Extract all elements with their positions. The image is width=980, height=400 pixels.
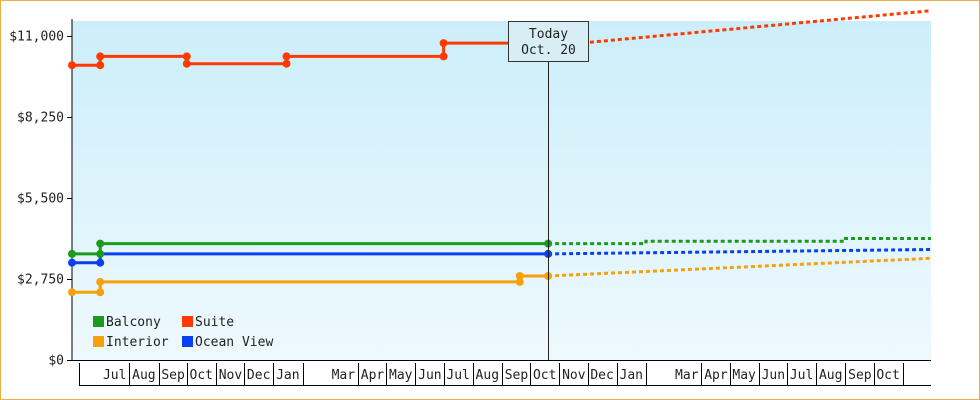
y-tick-label: $0 xyxy=(48,354,64,369)
projection-line-balcony xyxy=(548,237,931,246)
data-point-suite[interactable] xyxy=(439,52,448,61)
today-date: Oct. 20 xyxy=(521,43,576,58)
series-line-ocean-view xyxy=(72,252,549,265)
y-tick-label: $11,000 xyxy=(9,30,64,45)
data-point-interior[interactable] xyxy=(515,277,524,286)
x-tick-label: Nov xyxy=(219,368,243,383)
x-tick-label: Jul xyxy=(446,368,469,383)
x-tick-label: Jul xyxy=(790,368,813,383)
x-tick-label: Nov xyxy=(562,368,586,383)
legend-label-suite[interactable]: Suite xyxy=(195,315,234,330)
legend-label-ocean-view[interactable]: Ocean View xyxy=(195,335,273,350)
x-tick-label: Jul xyxy=(103,368,126,383)
data-point-suite[interactable] xyxy=(68,61,76,70)
data-point-ocean-view[interactable] xyxy=(96,258,105,267)
x-tick-label: Aug xyxy=(476,368,499,383)
x-tick-label: Oct xyxy=(876,368,899,383)
data-point-suite[interactable] xyxy=(96,61,105,70)
data-point-interior[interactable] xyxy=(68,288,76,297)
x-tick-label: Mar xyxy=(332,368,356,383)
legend-swatch-ocean-view[interactable] xyxy=(182,336,193,347)
projection-line-ocean-view xyxy=(548,248,932,256)
data-point-suite[interactable] xyxy=(182,59,191,68)
x-tick-label: Oct xyxy=(533,368,556,383)
data-point-balcony[interactable] xyxy=(96,239,105,248)
y-tick-label: $2,750 xyxy=(17,273,64,288)
legend-swatch-balcony[interactable] xyxy=(93,316,104,327)
x-tick-label: Oct xyxy=(190,368,213,383)
x-tick-label: Sep xyxy=(848,368,872,383)
data-point-interior[interactable] xyxy=(515,272,524,280)
legend-swatch-interior[interactable] xyxy=(93,336,104,347)
x-tick-label: Apr xyxy=(704,368,728,383)
legend-label-balcony[interactable]: Balcony xyxy=(106,315,161,330)
x-tick-label: May xyxy=(732,368,756,383)
data-point-suite[interactable] xyxy=(439,39,448,48)
x-tick-label: Dec xyxy=(590,368,613,383)
x-tick-label: Apr xyxy=(361,368,385,383)
x-tick-label: Aug xyxy=(132,368,155,383)
x-tick-label: Aug xyxy=(819,368,842,383)
x-tick-label: Jan xyxy=(620,368,643,383)
projection-line-suite xyxy=(547,9,932,48)
y-tick-label: $5,500 xyxy=(17,192,64,207)
today-callout xyxy=(508,21,589,62)
data-point-balcony[interactable] xyxy=(68,249,76,258)
data-point-balcony[interactable] xyxy=(96,249,105,258)
legend-swatch-suite[interactable] xyxy=(182,316,193,327)
x-tick-label: Sep xyxy=(505,368,529,383)
x-tick-label: Mar xyxy=(675,368,699,383)
data-point-ocean-view[interactable] xyxy=(68,258,76,267)
x-tick-label: Jun xyxy=(418,368,441,383)
x-tick-label: Jan xyxy=(276,368,299,383)
projection-line-interior xyxy=(548,256,932,278)
data-point-interior[interactable] xyxy=(96,277,105,286)
legend-label-interior[interactable]: Interior xyxy=(106,335,169,350)
x-tick-label: May xyxy=(389,368,413,383)
plot-area xyxy=(72,21,931,360)
x-tick-label: Sep xyxy=(161,368,185,383)
y-tick-label: $8,250 xyxy=(17,111,64,126)
data-point-suite[interactable] xyxy=(282,59,291,68)
data-point-suite[interactable] xyxy=(182,52,191,61)
data-point-suite[interactable] xyxy=(282,52,291,61)
x-tick-label: Dec xyxy=(247,368,270,383)
x-tick-label: Jun xyxy=(762,368,785,383)
series-line-balcony xyxy=(72,242,549,256)
series-line-interior xyxy=(72,274,549,294)
today-label: Today xyxy=(529,27,568,42)
data-point-interior[interactable] xyxy=(96,288,105,297)
data-point-suite[interactable] xyxy=(96,52,105,61)
